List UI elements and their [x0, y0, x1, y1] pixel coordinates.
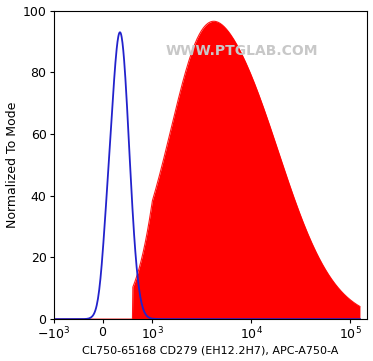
Text: WWW.PTGLAB.COM: WWW.PTGLAB.COM [166, 44, 318, 58]
Y-axis label: Normalized To Mode: Normalized To Mode [6, 102, 19, 228]
X-axis label: CL750-65168 CD279 (EH12.2H7), APC-A750-A: CL750-65168 CD279 (EH12.2H7), APC-A750-A [82, 345, 339, 356]
